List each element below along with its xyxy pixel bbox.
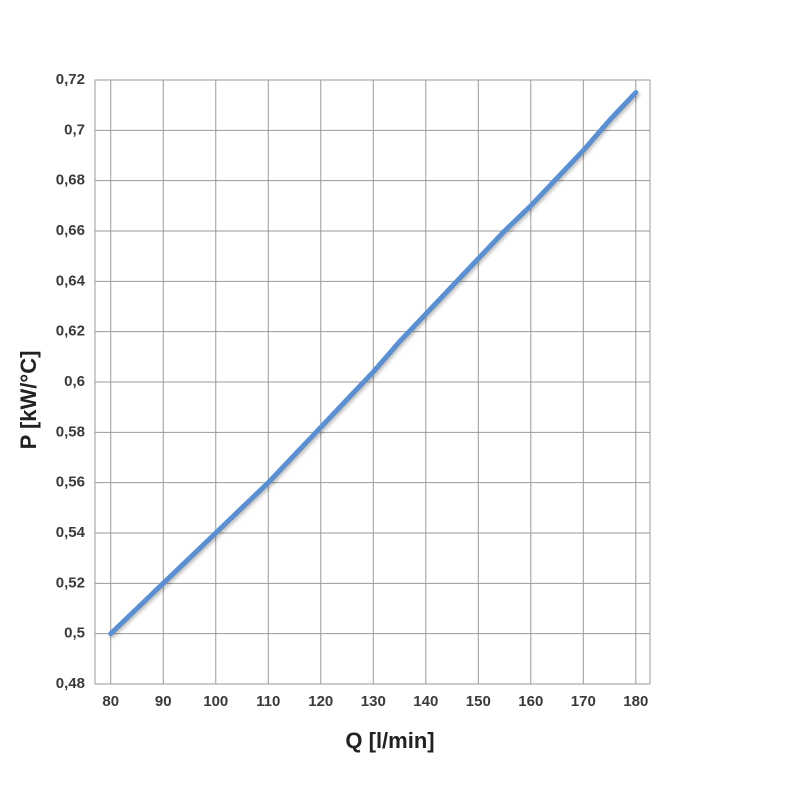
x-tick-label: 130 <box>361 693 386 710</box>
x-tick-label: 140 <box>413 693 438 710</box>
y-tick-label: 0,64 <box>56 272 86 289</box>
y-tick-label: 0,62 <box>56 323 85 340</box>
x-tick-label: 180 <box>623 693 648 710</box>
x-tick-label: 90 <box>155 693 172 710</box>
y-tick-label: 0,52 <box>56 574 85 591</box>
x-tick-label: 80 <box>102 693 119 710</box>
y-tick-label: 0,48 <box>56 675 85 692</box>
y-tick-label: 0,68 <box>56 172 85 189</box>
x-tick-label: 100 <box>203 693 228 710</box>
y-tick-label: 0,58 <box>56 423 85 440</box>
x-axis-title: Q [l/min] <box>345 728 434 753</box>
x-tick-label: 150 <box>466 693 491 710</box>
y-tick-label: 0,56 <box>56 474 85 491</box>
x-tick-label: 120 <box>308 693 333 710</box>
x-tick-label: 160 <box>518 693 543 710</box>
data-line <box>108 90 639 637</box>
y-tick-label: 0,72 <box>56 71 85 88</box>
y-tick-label: 0,66 <box>56 222 85 239</box>
x-tick-label: 170 <box>571 693 596 710</box>
y-axis-title: P [kW/°C] <box>16 351 41 450</box>
y-tick-label: 0,5 <box>64 625 85 642</box>
x-tick-label: 110 <box>256 693 280 710</box>
y-tick-label: 0,54 <box>56 524 86 541</box>
y-tick-label: 0,6 <box>64 373 85 390</box>
y-tick-label: 0,7 <box>64 121 85 138</box>
